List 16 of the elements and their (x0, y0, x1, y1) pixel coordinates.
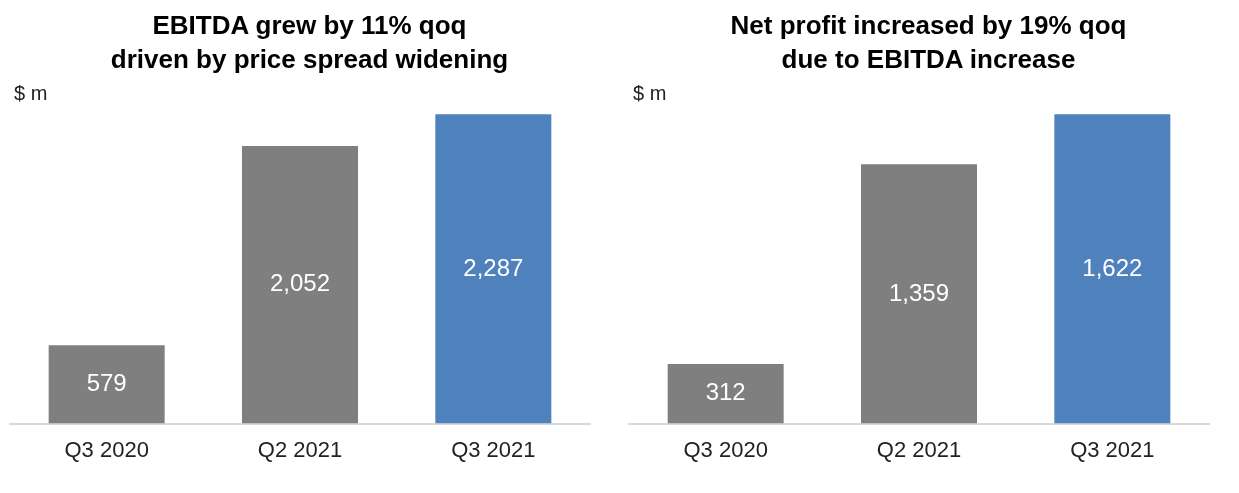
data-label: 1,622 (1082, 253, 1143, 281)
data-label: 1,359 (888, 278, 950, 306)
y-axis-title: $ m (14, 81, 49, 106)
y-axis-title: $ m (633, 81, 668, 106)
chart-title: EBITDA grew by 11% qoq driven by price spread widening (109, 9, 510, 76)
x-tick-label: Q2 2021 (257, 436, 343, 462)
data-label: 312 (705, 378, 746, 406)
x-tick-label: Q2 2021 (876, 436, 962, 462)
x-tick-label: Q3 2020 (64, 436, 149, 462)
x-tick-label: Q3 2020 (683, 436, 768, 462)
x-tick-label: Q3 2021 (1070, 436, 1155, 462)
data-label: 2,052 (269, 269, 331, 297)
data-label: 2,287 (463, 253, 524, 281)
chart-title: Net profit increased by 19% qoq due to EBITDA increase (729, 9, 1128, 76)
x-tick-label: Q3 2021 (451, 436, 536, 462)
data-label: 579 (86, 369, 127, 397)
